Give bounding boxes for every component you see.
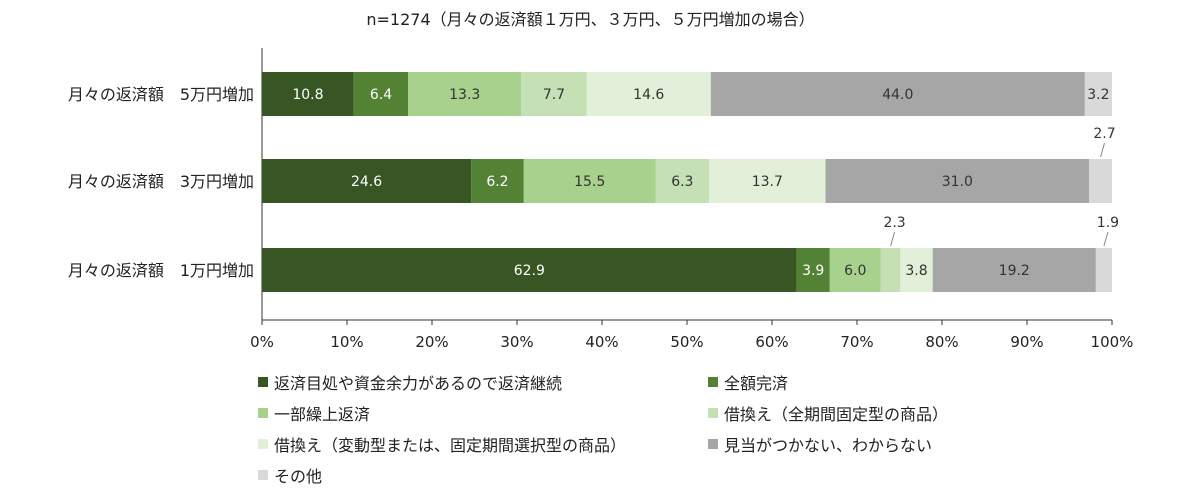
bar-segment — [709, 159, 826, 203]
bar-segment — [471, 159, 524, 203]
bar-segment — [1095, 248, 1112, 292]
legend-item: 借換え（変動型または、固定期間選択型の商品） — [258, 432, 626, 456]
x-tick-label: 30% — [500, 333, 533, 351]
data-label: 62.9 — [514, 263, 545, 279]
legend-swatch — [708, 377, 718, 387]
x-tick-label: 10% — [330, 333, 363, 351]
data-label: 3.8 — [905, 263, 927, 279]
bar-segment — [825, 159, 1090, 203]
bar-segment — [353, 72, 409, 116]
bar-segment — [710, 72, 1085, 116]
legend-swatch — [258, 377, 268, 387]
legend-item: 見当がつかない、わからない — [708, 432, 932, 456]
category-label: 月々の返済額 3万円増加 — [68, 172, 254, 191]
x-tick-label: 40% — [585, 333, 618, 351]
bar-segment — [1089, 159, 1112, 203]
legend-item: 一部繰上返済 — [258, 401, 370, 425]
data-label: 2.3 — [883, 215, 905, 231]
bar-segment — [262, 248, 797, 292]
legend-label: 一部繰上返済 — [274, 405, 371, 424]
x-tick-label: 50% — [670, 333, 703, 351]
bar-segment — [900, 248, 933, 292]
data-label: 7.7 — [543, 87, 565, 103]
legend-label: 借換え（全期間固定型の商品） — [724, 405, 949, 424]
legend-swatch — [708, 408, 718, 418]
data-label: 44.0 — [882, 87, 913, 103]
x-tick-label: 0% — [250, 333, 274, 351]
x-tick-label: 100% — [1091, 333, 1134, 351]
legend-item: 返済目処や資金余力があるので返済継続 — [258, 370, 562, 394]
legend-swatch — [258, 408, 268, 418]
legend-item: 全額完済 — [708, 370, 788, 394]
bar-segment — [521, 72, 587, 116]
data-label: 3.2 — [1087, 87, 1109, 103]
bar-segment — [932, 248, 1096, 292]
data-label: 10.8 — [292, 87, 323, 103]
data-label: 15.5 — [574, 174, 605, 190]
bar-segment — [655, 159, 710, 203]
data-label: 31.0 — [942, 174, 973, 190]
data-label: 13.7 — [752, 174, 783, 190]
x-tick-label: 70% — [840, 333, 873, 351]
legend-swatch — [708, 439, 718, 449]
bar-segment — [880, 248, 901, 292]
x-tick-label: 80% — [925, 333, 958, 351]
data-label: 6.4 — [370, 87, 392, 103]
x-tick-label: 20% — [415, 333, 448, 351]
legend-swatch — [258, 470, 268, 480]
category-label: 月々の返済額 5万円増加 — [68, 85, 254, 104]
bar-segment — [829, 248, 881, 292]
legend-label: その他 — [274, 467, 323, 486]
data-label: 2.7 — [1093, 126, 1115, 142]
data-label: 1.9 — [1097, 215, 1119, 231]
legend-label: 返済目処や資金余力があるので返済継続 — [274, 374, 563, 393]
data-label: 24.6 — [351, 174, 382, 190]
legend-item: その他 — [258, 463, 322, 487]
legend-swatch — [258, 439, 268, 449]
legend-label: 見当がつかない、わからない — [724, 436, 933, 455]
bar-segment — [796, 248, 830, 292]
category-label: 月々の返済額 1万円増加 — [68, 261, 254, 280]
data-label: 3.9 — [802, 263, 824, 279]
data-label-leader — [1100, 142, 1106, 158]
x-tick-label: 90% — [1010, 333, 1043, 351]
data-label: 13.3 — [449, 87, 480, 103]
legend-item: 借換え（全期間固定型の商品） — [708, 401, 948, 425]
bar-segment — [408, 72, 522, 116]
data-label: 6.2 — [486, 174, 508, 190]
chart-title: n=1274（月々の返済額１万円、３万円、５万円増加の場合） — [366, 10, 815, 29]
legend-label: 借換え（変動型または、固定期間選択型の商品） — [274, 436, 627, 455]
legend-label: 全額完済 — [724, 374, 789, 393]
bar-segment — [586, 72, 711, 116]
data-label: 14.6 — [633, 87, 664, 103]
bar-segment — [262, 159, 472, 203]
data-label-leader — [890, 231, 896, 247]
bar-segment — [1084, 72, 1112, 116]
data-label: 19.2 — [999, 263, 1030, 279]
data-label: 6.3 — [671, 174, 693, 190]
bar-segment — [523, 159, 656, 203]
data-label-leader — [1103, 231, 1109, 247]
data-label: 6.0 — [844, 263, 866, 279]
x-tick-label: 60% — [755, 333, 788, 351]
bar-segment — [262, 72, 354, 116]
